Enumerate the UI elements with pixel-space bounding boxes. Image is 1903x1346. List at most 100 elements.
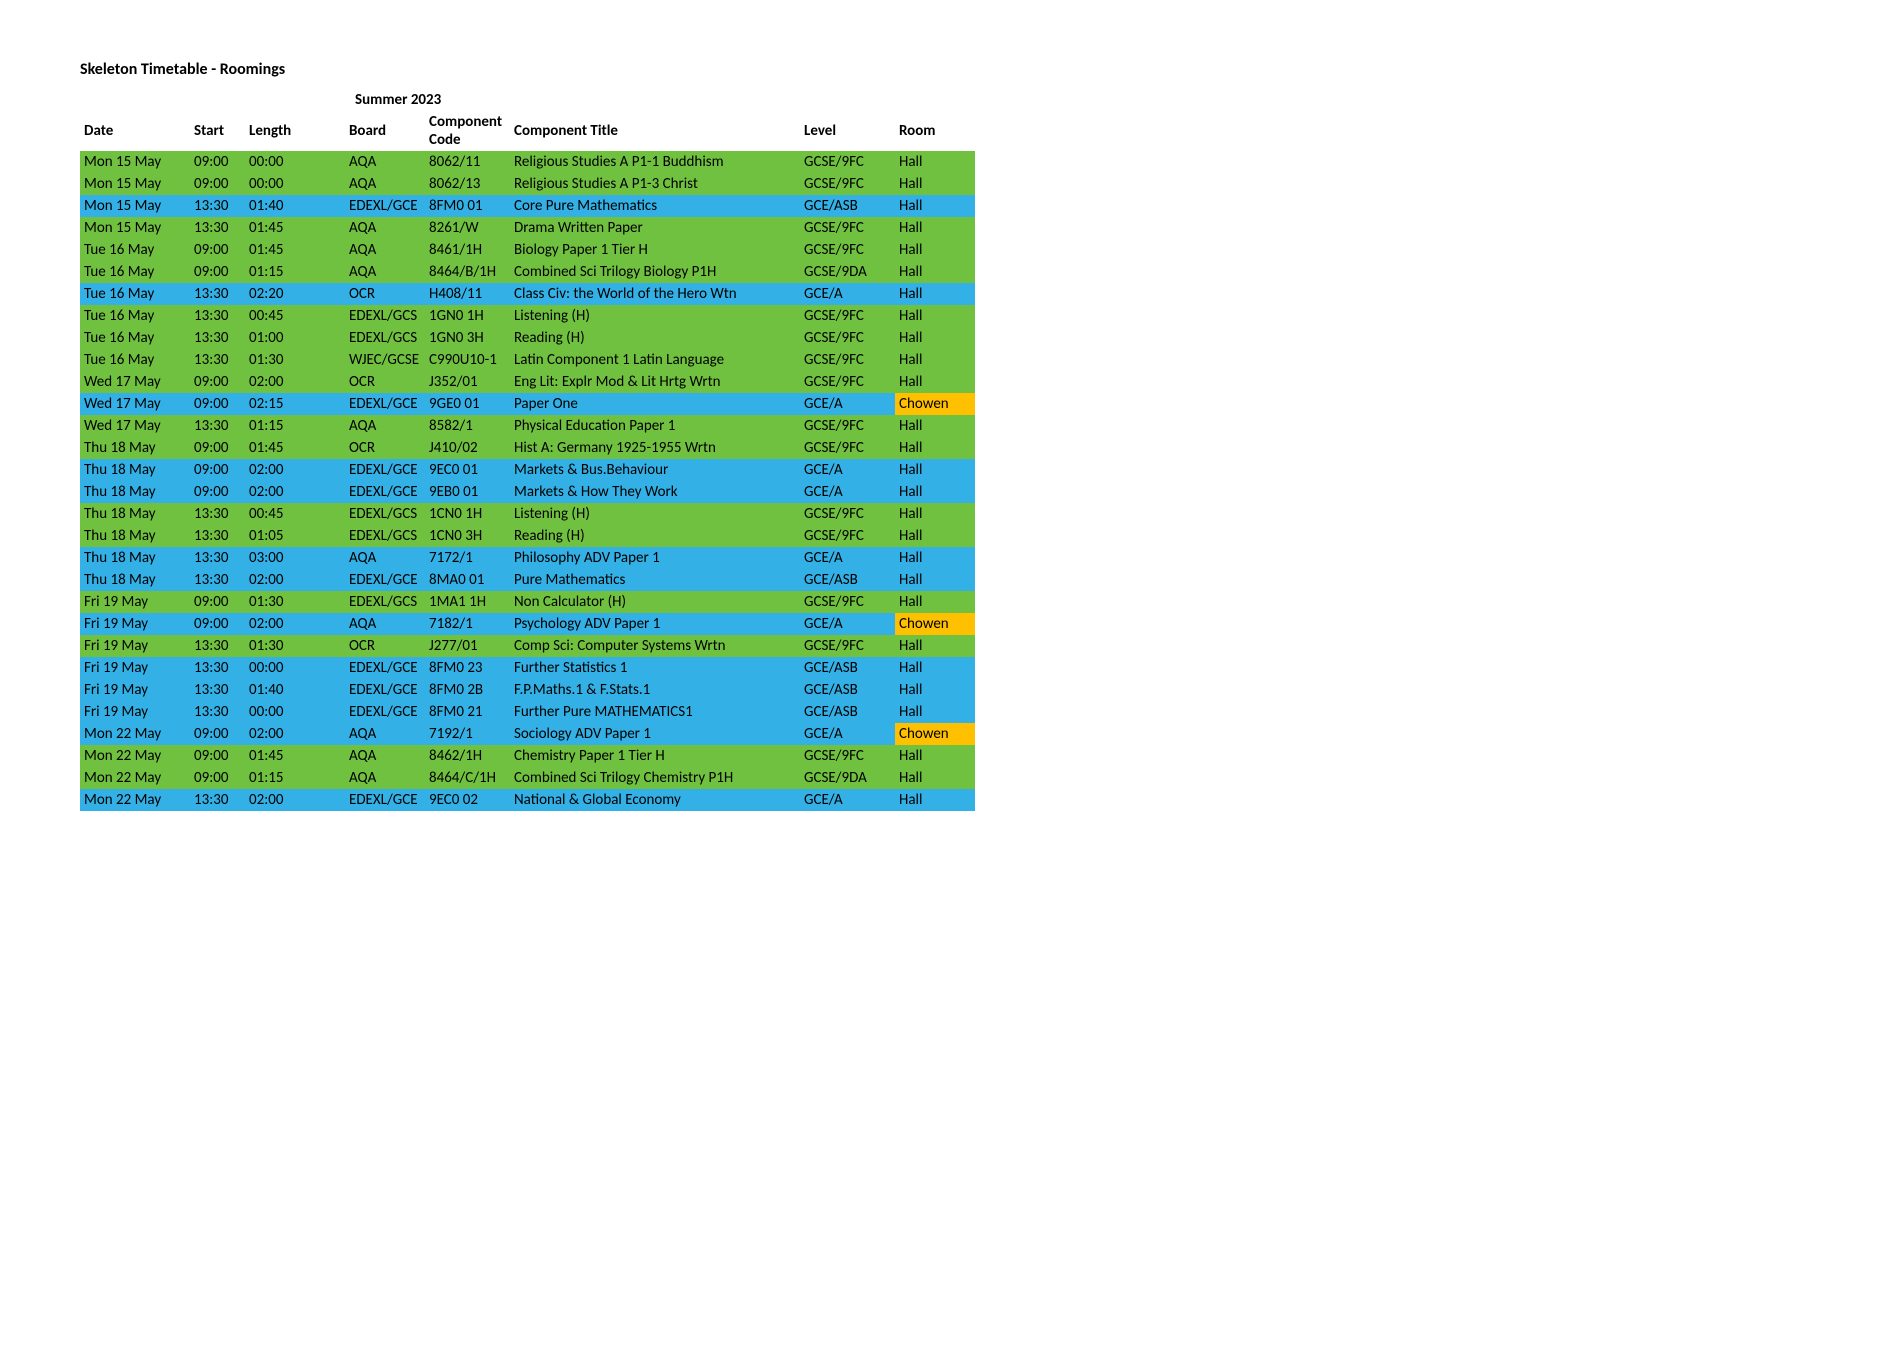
- cell-title: Eng Lit: Explr Mod & Lit Hrtg Wrtn: [510, 371, 800, 393]
- cell-room: Hall: [895, 635, 975, 657]
- cell-title: Non Calculator (H): [510, 591, 800, 613]
- cell-date: Mon 15 May: [80, 151, 190, 173]
- cell-length: 01:40: [245, 195, 345, 217]
- cell-title: National & Global Economy: [510, 789, 800, 811]
- cell-level: GCE/A: [800, 723, 895, 745]
- cell-board: AQA: [345, 239, 425, 261]
- cell-title: Further Statistics 1: [510, 657, 800, 679]
- cell-date: Tue 16 May: [80, 283, 190, 305]
- cell-level: GCE/A: [800, 481, 895, 503]
- table-row: Mon 22 May09:0001:45AQA8462/1HChemistry …: [80, 745, 975, 767]
- cell-start: 13:30: [190, 701, 245, 723]
- table-row: Thu 18 May13:3002:00EDEXL/GCE8MA0 01Pure…: [80, 569, 975, 591]
- cell-level: GCE/ASB: [800, 195, 895, 217]
- cell-level: GCSE/9FC: [800, 151, 895, 173]
- cell-date: Thu 18 May: [80, 569, 190, 591]
- cell-code: 8461/1H: [425, 239, 510, 261]
- cell-start: 13:30: [190, 635, 245, 657]
- cell-code: 8261/W: [425, 217, 510, 239]
- cell-title: Drama Written Paper: [510, 217, 800, 239]
- cell-length: 01:45: [245, 437, 345, 459]
- cell-room: Hall: [895, 569, 975, 591]
- header-board: Board: [345, 111, 425, 151]
- cell-date: Mon 22 May: [80, 745, 190, 767]
- cell-code: 8462/1H: [425, 745, 510, 767]
- cell-room: Hall: [895, 591, 975, 613]
- cell-start: 09:00: [190, 613, 245, 635]
- cell-date: Wed 17 May: [80, 371, 190, 393]
- timetable: Date Start Length Board Component Code C…: [80, 111, 975, 811]
- cell-room: Hall: [895, 503, 975, 525]
- cell-length: 02:00: [245, 481, 345, 503]
- cell-code: 8MA0 01: [425, 569, 510, 591]
- cell-start: 13:30: [190, 503, 245, 525]
- cell-title: Biology Paper 1 Tier H: [510, 239, 800, 261]
- cell-board: AQA: [345, 767, 425, 789]
- cell-title: Paper One: [510, 393, 800, 415]
- cell-start: 09:00: [190, 261, 245, 283]
- table-row: Mon 22 May09:0002:00AQA7192/1Sociology A…: [80, 723, 975, 745]
- cell-date: Fri 19 May: [80, 657, 190, 679]
- cell-length: 02:00: [245, 613, 345, 635]
- cell-room: Hall: [895, 481, 975, 503]
- cell-date: Fri 19 May: [80, 701, 190, 723]
- table-row: Thu 18 May09:0001:45OCRJ410/02Hist A: Ge…: [80, 437, 975, 459]
- cell-title: Hist A: Germany 1925-1955 Wrtn: [510, 437, 800, 459]
- cell-code: 8FM0 21: [425, 701, 510, 723]
- cell-code: 1MA1 1H: [425, 591, 510, 613]
- cell-room: Chowen: [895, 393, 975, 415]
- cell-code: 1GN0 3H: [425, 327, 510, 349]
- cell-date: Fri 19 May: [80, 613, 190, 635]
- cell-room: Hall: [895, 459, 975, 481]
- cell-date: Thu 18 May: [80, 437, 190, 459]
- cell-code: 8062/13: [425, 173, 510, 195]
- cell-board: WJEC/GCSE: [345, 349, 425, 371]
- cell-board: EDEXL/GCE: [345, 701, 425, 723]
- cell-level: GCE/A: [800, 393, 895, 415]
- cell-board: OCR: [345, 437, 425, 459]
- cell-date: Tue 16 May: [80, 327, 190, 349]
- cell-start: 13:30: [190, 217, 245, 239]
- cell-date: Tue 16 May: [80, 305, 190, 327]
- cell-code: 8FM0 23: [425, 657, 510, 679]
- table-row: Tue 16 May13:3001:00EDEXL/GCS1GN0 3HRead…: [80, 327, 975, 349]
- cell-title: Religious Studies A P1-3 Christ: [510, 173, 800, 195]
- cell-start: 09:00: [190, 393, 245, 415]
- cell-board: OCR: [345, 371, 425, 393]
- cell-board: AQA: [345, 261, 425, 283]
- cell-board: OCR: [345, 283, 425, 305]
- cell-level: GCE/ASB: [800, 679, 895, 701]
- cell-level: GCSE/9FC: [800, 239, 895, 261]
- cell-start: 13:30: [190, 415, 245, 437]
- cell-start: 13:30: [190, 349, 245, 371]
- page-title: Skeleton Timetable - Roomings: [80, 60, 1823, 79]
- cell-board: AQA: [345, 415, 425, 437]
- cell-start: 09:00: [190, 767, 245, 789]
- cell-date: Tue 16 May: [80, 261, 190, 283]
- cell-room: Hall: [895, 437, 975, 459]
- table-row: Tue 16 May09:0001:45AQA8461/1HBiology Pa…: [80, 239, 975, 261]
- header-code: Component Code: [425, 111, 510, 151]
- table-row: Mon 15 May09:0000:00AQA8062/11Religious …: [80, 151, 975, 173]
- cell-start: 09:00: [190, 371, 245, 393]
- cell-level: GCSE/9DA: [800, 261, 895, 283]
- table-row: Mon 22 May09:0001:15AQA8464/C/1HCombined…: [80, 767, 975, 789]
- cell-title: Core Pure Mathematics: [510, 195, 800, 217]
- cell-code: 9EC0 01: [425, 459, 510, 481]
- header-room: Room: [895, 111, 975, 151]
- cell-length: 01:00: [245, 327, 345, 349]
- cell-code: 1CN0 1H: [425, 503, 510, 525]
- cell-length: 00:00: [245, 657, 345, 679]
- cell-level: GCE/A: [800, 459, 895, 481]
- cell-room: Hall: [895, 239, 975, 261]
- cell-level: GCE/ASB: [800, 569, 895, 591]
- cell-start: 09:00: [190, 459, 245, 481]
- cell-code: 9EC0 02: [425, 789, 510, 811]
- cell-code: 1GN0 1H: [425, 305, 510, 327]
- cell-level: GCSE/9FC: [800, 349, 895, 371]
- table-row: Thu 18 May13:3000:45EDEXL/GCS1CN0 1HList…: [80, 503, 975, 525]
- cell-start: 09:00: [190, 723, 245, 745]
- cell-room: Hall: [895, 195, 975, 217]
- cell-date: Mon 15 May: [80, 195, 190, 217]
- cell-length: 00:45: [245, 503, 345, 525]
